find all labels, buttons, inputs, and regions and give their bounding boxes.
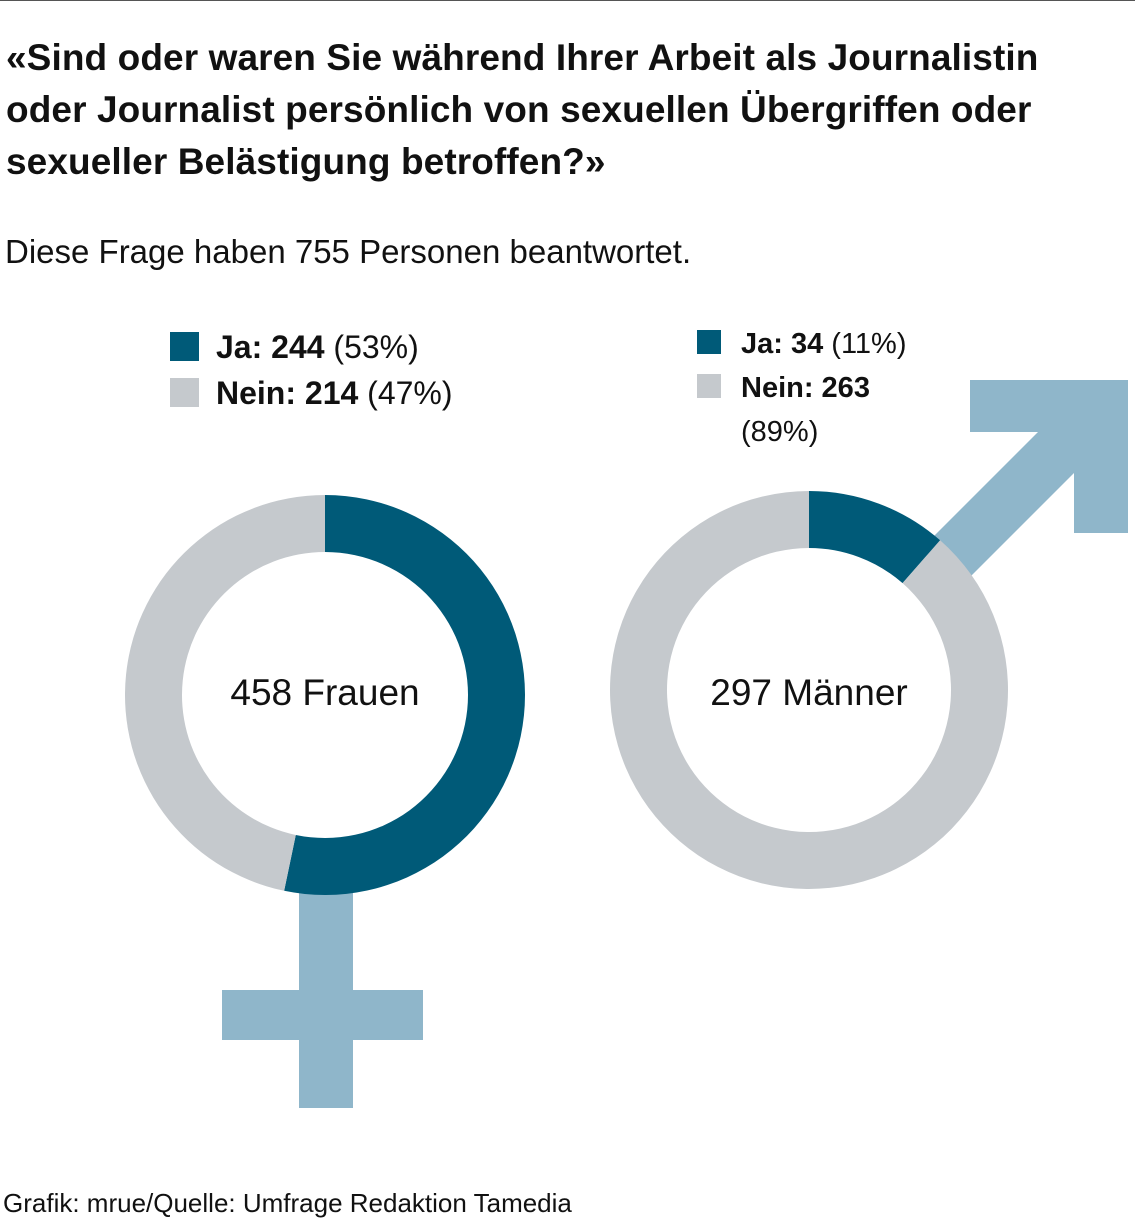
donut-men: [610, 491, 1009, 889]
legend-pct-nein: (89%): [741, 416, 819, 448]
donut-slice-ja: [809, 491, 941, 584]
donut-slice-nein: [124, 494, 325, 891]
chart-subtitle: Diese Frage haben 755 Personen beantwort…: [5, 233, 692, 270]
legend-item-ja: Ja: 244 (53%): [170, 324, 453, 370]
legend-label-ja: Ja: 34: [741, 328, 824, 360]
legend-pct-nein: (47%): [367, 375, 453, 411]
venus-symbol-icon: [222, 886, 423, 1108]
legend-item-nein: Nein: 263 (89%): [697, 366, 937, 454]
center-label-men: 297 Männer: [710, 672, 908, 713]
legend-label-nein: Nein: 263: [741, 372, 870, 404]
legend-pct-ja: (11%): [831, 328, 907, 360]
venus-crossbar: [222, 990, 423, 1040]
center-label-women: 458 Frauen: [230, 672, 420, 713]
donut-slice-ja: [284, 495, 525, 895]
legend-label-nein: Nein: 214: [216, 375, 359, 411]
legend-women: Ja: 244 (53%) Nein: 214 (47%): [170, 324, 453, 416]
source-note: Grafik: mrue/Quelle: Umfrage Redaktion T…: [3, 1188, 572, 1218]
legend-men: Ja: 34 (11%) Nein: 263 (89%): [697, 322, 937, 454]
legend-swatch-ja: [697, 330, 721, 354]
legend-swatch-ja: [170, 332, 199, 361]
donut-women: [124, 494, 525, 895]
mars-symbol-icon: [922, 380, 1128, 590]
legend-item-ja: Ja: 34 (11%): [697, 322, 937, 366]
top-rule: [0, 0, 1135, 1]
legend-pct-ja: (53%): [333, 329, 419, 365]
mars-arrow: [922, 380, 1128, 590]
legend-swatch-nein: [170, 378, 199, 407]
legend-label-ja: Ja: 244: [216, 329, 325, 365]
legend-swatch-nein: [697, 374, 721, 398]
legend-item-nein: Nein: 214 (47%): [170, 370, 453, 416]
chart-title: «Sind oder waren Sie während Ihrer Arbei…: [6, 37, 1039, 182]
